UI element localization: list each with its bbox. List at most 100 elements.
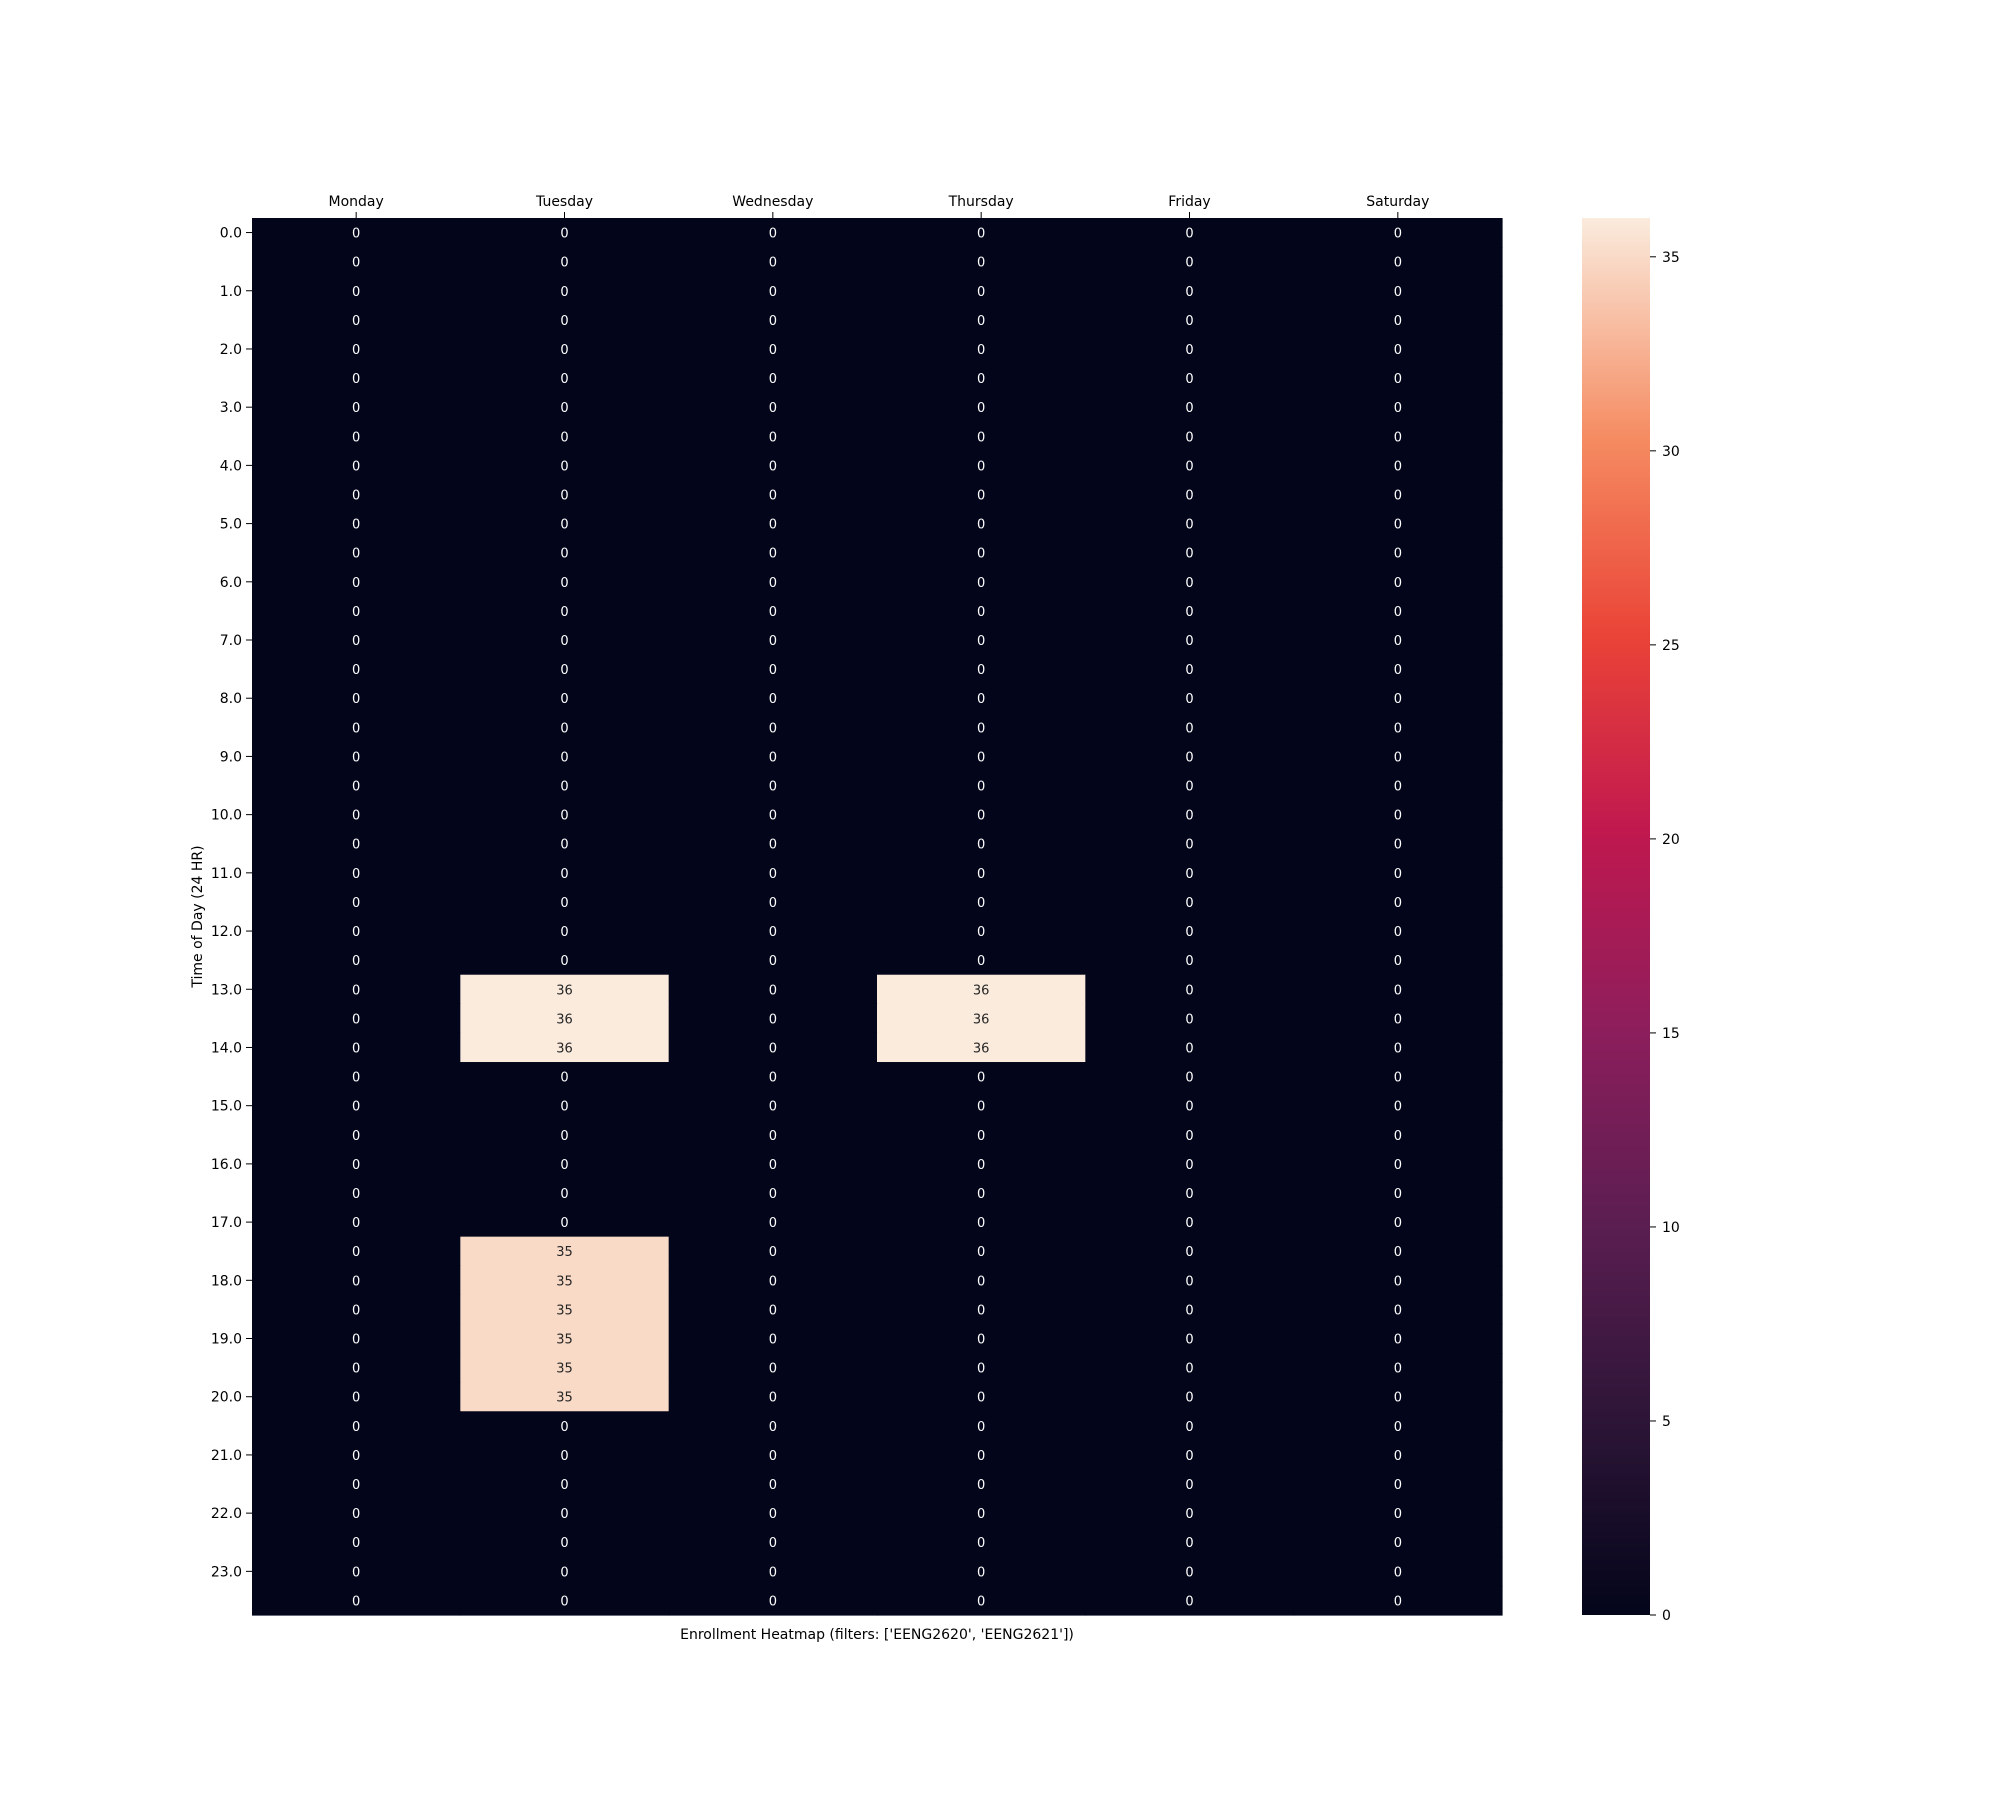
- heatmap-cell: [460, 1003, 670, 1034]
- cell-value-label: 0: [1394, 634, 1402, 649]
- heatmap-cell: [252, 1236, 461, 1267]
- cell-value-label: 0: [352, 721, 360, 736]
- cell-value-label: 0: [769, 867, 777, 882]
- heatmap-cell: [1085, 247, 1295, 277]
- cell-value-label: 0: [977, 634, 985, 649]
- y-tick-label: 2.0: [220, 342, 242, 358]
- cell-value-label: 0: [352, 401, 360, 416]
- heatmap-cell: [460, 1353, 670, 1383]
- cell-value-label: 0: [769, 663, 777, 678]
- heatmap-cell: [1293, 1149, 1503, 1180]
- cell-value-label: 0: [769, 925, 777, 940]
- cell-value-label: 0: [560, 1129, 568, 1144]
- heatmap-cell: [252, 421, 461, 452]
- heatmap-cell: [252, 1120, 461, 1150]
- heatmap-cell: [460, 887, 670, 918]
- heatmap-cell: [460, 479, 670, 510]
- cell-value-label: 0: [352, 1012, 360, 1027]
- heatmap-cell: [252, 334, 461, 365]
- heatmap-cell: [1293, 1353, 1503, 1383]
- cell-value-label: 0: [977, 1362, 985, 1377]
- cell-value-label: 0: [977, 1420, 985, 1435]
- cell-value-label: 0: [1185, 925, 1193, 940]
- cell-value-label: 0: [560, 1594, 568, 1609]
- cell-value-label: 0: [560, 750, 568, 765]
- heatmap-cell: [668, 1411, 878, 1441]
- cell-value-label: 0: [1394, 663, 1402, 678]
- heatmap-cell: [668, 916, 878, 947]
- cell-value-label: 0: [1185, 1362, 1193, 1377]
- cell-value-label: 0: [1394, 1565, 1402, 1580]
- heatmap-cell: [1085, 1469, 1295, 1500]
- heatmap-cell: [460, 450, 670, 481]
- cell-value-label: 0: [1185, 750, 1193, 765]
- heatmap-cell: [668, 1382, 878, 1412]
- heatmap-cell: [877, 509, 1086, 539]
- cell-value-label: 0: [560, 867, 568, 882]
- cell-value-label: 0: [352, 954, 360, 969]
- heatmap-cell: [460, 770, 670, 801]
- heatmap-cell: [1085, 770, 1295, 801]
- cell-value-label: 0: [1185, 1449, 1193, 1464]
- heatmap-cell: [877, 1003, 1086, 1034]
- cell-value-label: 0: [352, 1565, 360, 1580]
- heatmap-cell: [668, 712, 878, 743]
- colorbar-tick-label: 15: [1662, 1026, 1680, 1042]
- cell-value-label: 35: [556, 1362, 573, 1377]
- y-tick-label: 20.0: [211, 1390, 242, 1406]
- heatmap-cell: [252, 509, 461, 539]
- cell-value-label: 0: [1185, 663, 1193, 678]
- cell-value-label: 0: [1394, 343, 1402, 358]
- cell-value-label: 0: [1394, 867, 1402, 882]
- heatmap-cell: [877, 305, 1086, 336]
- heatmap-cell: [877, 887, 1086, 918]
- heatmap-cell: [460, 712, 670, 743]
- cell-value-label: 0: [977, 401, 985, 416]
- cell-value-label: 0: [1394, 1274, 1402, 1289]
- cell-value-label: 0: [560, 1536, 568, 1551]
- heatmap-cell: [252, 625, 461, 656]
- heatmap-cell: [877, 1440, 1086, 1471]
- cell-value-label: 0: [352, 256, 360, 271]
- cell-value-label: 0: [1394, 605, 1402, 620]
- heatmap-cell: [668, 1149, 878, 1180]
- cell-value-label: 0: [352, 634, 360, 649]
- heatmap-cell: [668, 1091, 878, 1121]
- heatmap-cell: [668, 974, 878, 1005]
- colorbar: [1582, 218, 1650, 1615]
- heatmap-cell: [252, 1032, 461, 1063]
- heatmap-cell: [1293, 1091, 1503, 1121]
- cell-value-label: 0: [352, 1245, 360, 1260]
- y-tick-label: 6.0: [220, 575, 242, 591]
- heatmap-cell: [252, 363, 461, 394]
- heatmap-cell: [1293, 1440, 1503, 1471]
- heatmap-cell: [1293, 596, 1503, 627]
- heatmap-cell: [668, 770, 878, 801]
- heatmap-cell: [1293, 945, 1503, 976]
- heatmap-cell: [877, 916, 1086, 947]
- y-tick-label: 11.0: [211, 866, 242, 882]
- y-tick-label: 17.0: [211, 1215, 242, 1231]
- cell-value-label: 0: [560, 1071, 568, 1086]
- cell-value-label: 0: [1185, 1245, 1193, 1260]
- cell-value-label: 0: [977, 459, 985, 474]
- cell-value-label: 0: [977, 896, 985, 911]
- y-tick-label: 22.0: [211, 1506, 242, 1522]
- heatmap-cell: [1293, 887, 1503, 918]
- x-tick-label: Friday: [1168, 194, 1210, 210]
- cell-value-label: 0: [560, 576, 568, 591]
- heatmap-cell: [252, 1265, 461, 1296]
- heatmap-cell: [668, 887, 878, 918]
- heatmap-cell: [1085, 741, 1295, 772]
- cell-value-label: 0: [352, 1391, 360, 1406]
- heatmap-cell: [1085, 218, 1295, 248]
- heatmap-cell: [1085, 1120, 1295, 1150]
- cell-value-label: 0: [769, 1565, 777, 1580]
- cell-value-label: 0: [1394, 1594, 1402, 1609]
- heatmap-cell: [1293, 1469, 1503, 1500]
- cell-value-label: 36: [556, 1012, 573, 1027]
- colorbar-tick-label: 25: [1662, 638, 1680, 654]
- cell-value-label: 0: [769, 780, 777, 795]
- heatmap-cell: [877, 1120, 1086, 1150]
